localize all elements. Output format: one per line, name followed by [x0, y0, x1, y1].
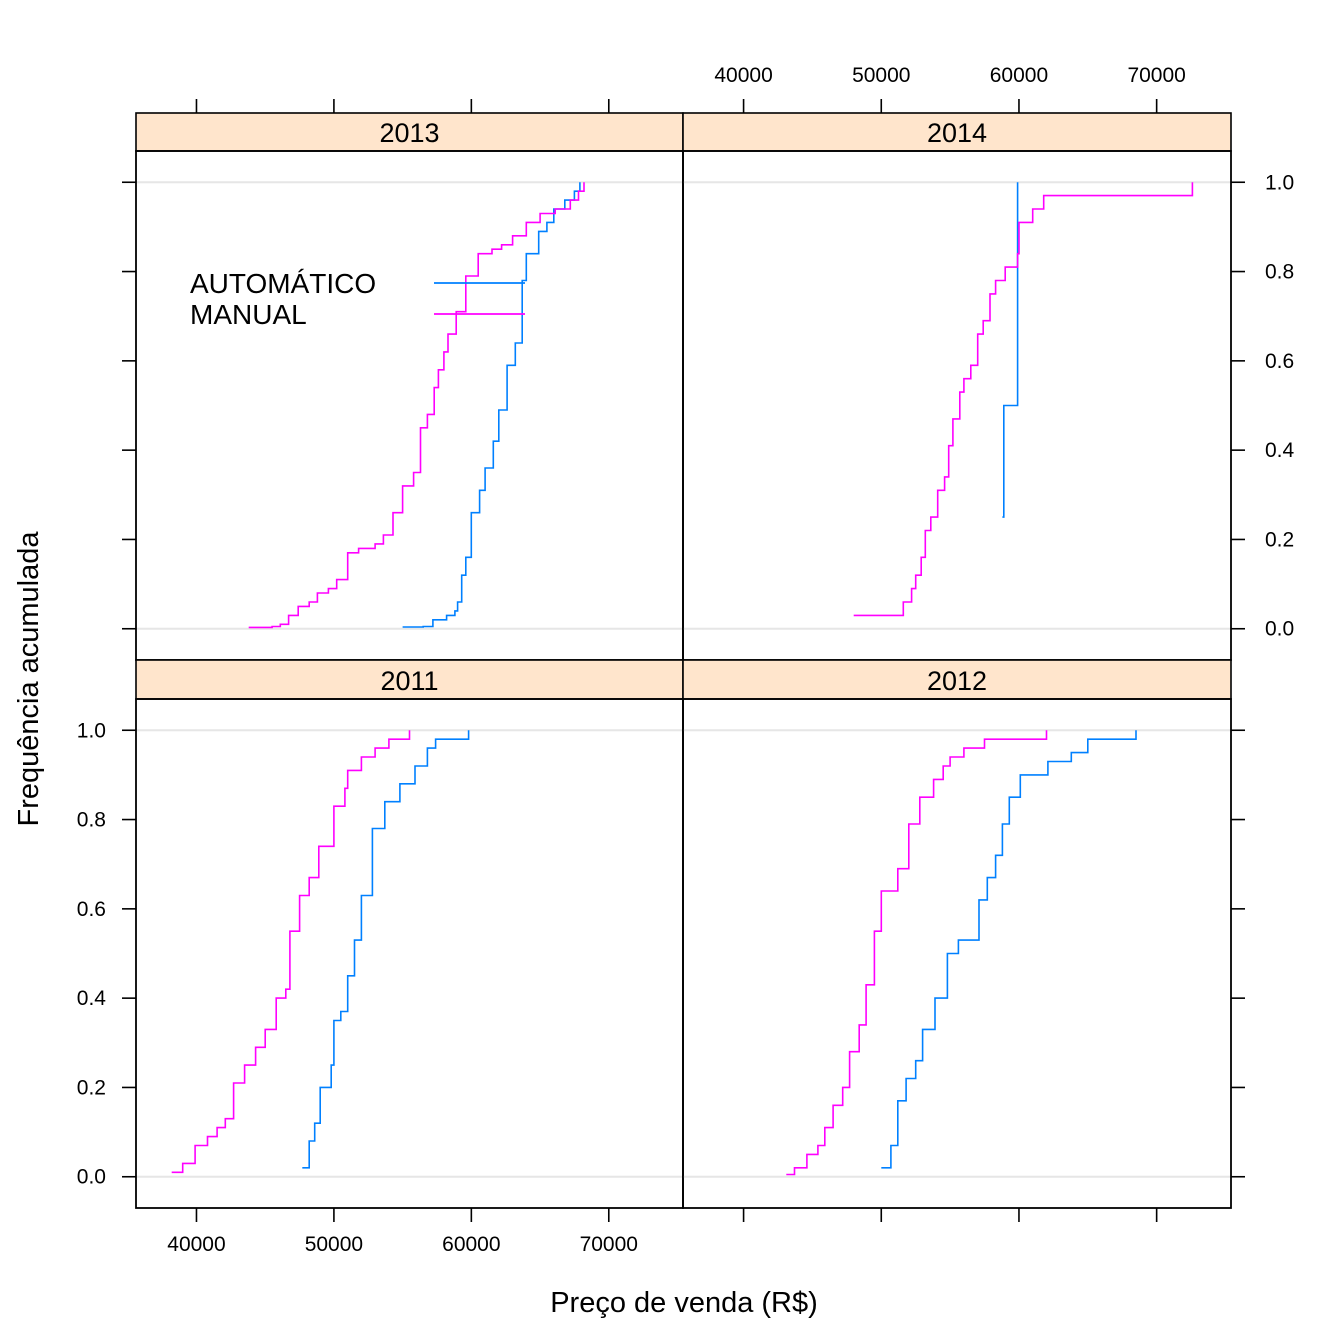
- panel-2014: 2014: [682, 112, 1232, 661]
- x-tick-label: 40000: [167, 1233, 225, 1256]
- x-tick-label: 70000: [580, 1233, 638, 1256]
- strip-label-2014: 2014: [927, 118, 987, 148]
- panel-2013: 2013: [135, 112, 684, 661]
- panels-layer: 2013 2014 2011 2012: [135, 112, 1232, 1209]
- strip-label-2011: 2011: [380, 666, 438, 696]
- panel-2012: 2012: [682, 659, 1232, 1209]
- x-tick-label: 40000: [714, 64, 772, 87]
- x-tick-label: 50000: [852, 64, 910, 87]
- y-tick-label: 0.6: [77, 898, 106, 921]
- panel-border-2014: [682, 150, 1232, 661]
- series-manual-2012: [786, 730, 1048, 1176]
- axes-layer: 40000 50000 60000 70000 40000 50000 60000 70000…: [77, 64, 1295, 1256]
- strip-2013: [135, 112, 684, 152]
- series-manual-2011: [171, 730, 411, 1174]
- strip-label-2013: 2013: [379, 118, 439, 148]
- y-tick-label: 0.0: [77, 1166, 106, 1189]
- x-tick-label: 50000: [305, 1233, 363, 1256]
- legend-label-automatico: AUTOMÁTICO: [190, 268, 376, 299]
- series-automatico-2013: [402, 182, 581, 628]
- y-axis-title: Frequência acumulada: [13, 531, 45, 827]
- y-tick-label: 0.2: [1265, 528, 1294, 551]
- series-manual-2014: [853, 182, 1194, 617]
- series-automatico-2011: [302, 730, 470, 1169]
- strip-2014: [682, 112, 1232, 152]
- series-automatico-2014: [1002, 182, 1019, 518]
- panel-border-2013: [135, 150, 684, 661]
- y-tick-label: 1.0: [77, 719, 106, 742]
- y-tick-label: 0.2: [77, 1076, 106, 1099]
- y-tick-label: 1.0: [1265, 171, 1294, 194]
- legend-label-manual: MANUAL: [190, 299, 307, 330]
- y-tick-label: 0.4: [1265, 439, 1295, 462]
- y-tick-label: 0.0: [1265, 618, 1294, 641]
- panel-2011: 2011: [135, 659, 684, 1209]
- x-tick-label: 60000: [990, 64, 1048, 87]
- y-tick-label: 0.8: [1265, 261, 1294, 284]
- panel-border-2012: [682, 698, 1232, 1209]
- x-axis-title: Preço de venda (R$): [550, 1287, 818, 1319]
- series-manual-2013: [248, 182, 585, 629]
- x-tick-label: 60000: [442, 1233, 500, 1256]
- y-tick-label: 0.8: [77, 809, 106, 832]
- y-tick-label: 0.6: [1265, 350, 1294, 373]
- y-tick-label: 0.4: [77, 987, 107, 1010]
- x-tick-label: 70000: [1127, 64, 1185, 87]
- strip-label-2012: 2012: [927, 666, 987, 696]
- strip-2012: [682, 659, 1232, 700]
- panel-border-2011: [135, 698, 684, 1209]
- series-automatico-2012: [881, 730, 1137, 1169]
